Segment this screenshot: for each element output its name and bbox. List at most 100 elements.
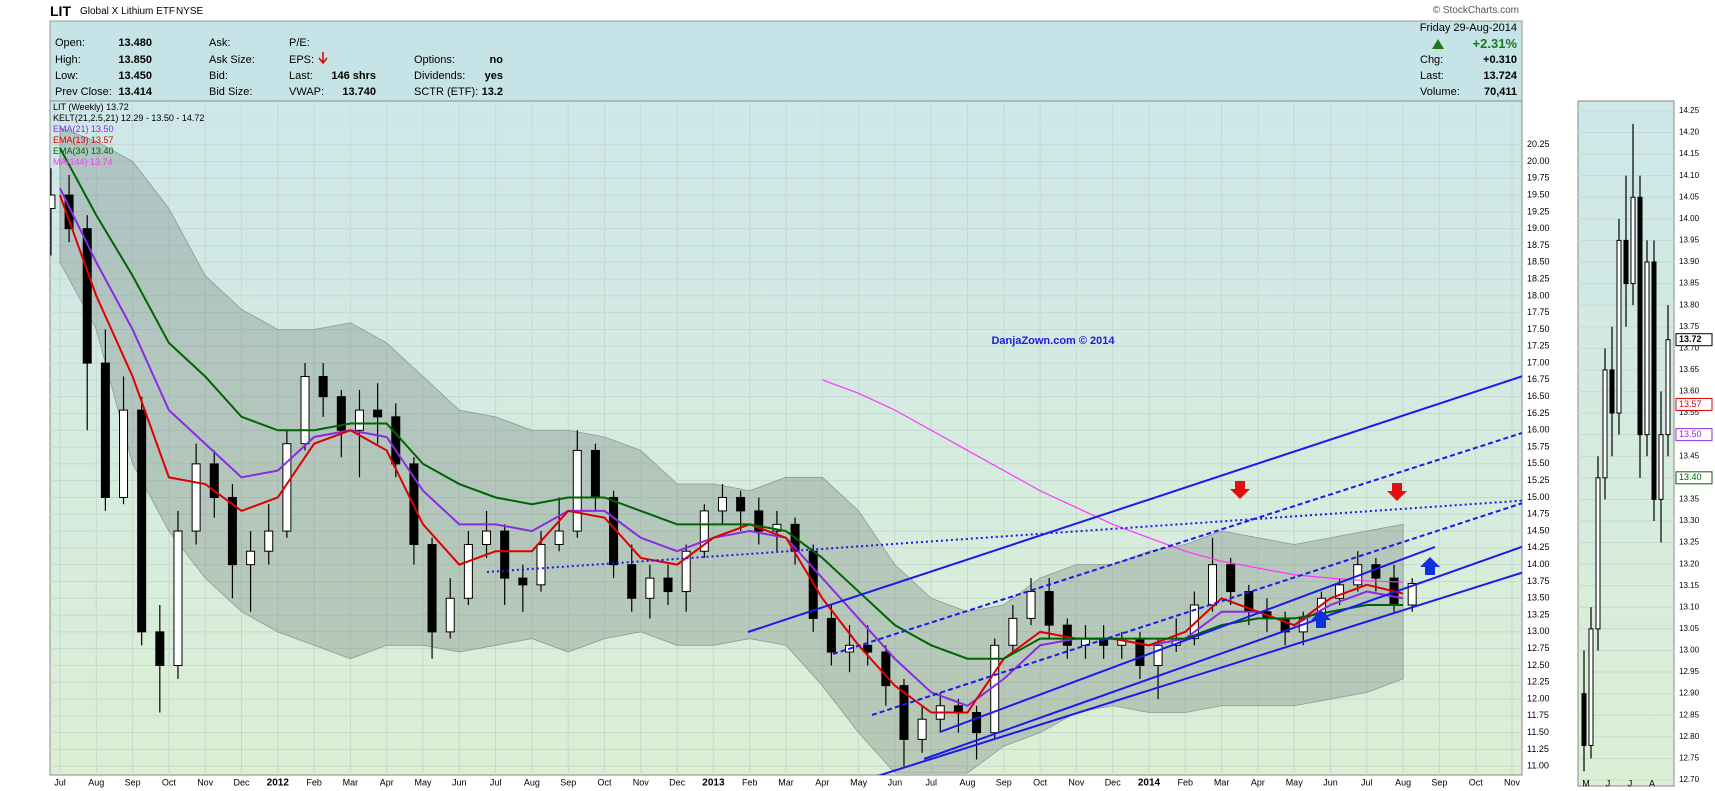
candle-body	[463, 544, 473, 599]
field-label: Bid:	[209, 70, 228, 82]
quote-date: Friday 29-Aug-2014	[1419, 22, 1517, 34]
candle-body	[227, 496, 237, 566]
y-tick-label: 13.70	[1679, 343, 1700, 352]
y-tick-label: 11.25	[1527, 744, 1549, 754]
x-tick-label: Jun	[1323, 777, 1338, 787]
field-value: 146 shrs	[331, 70, 376, 82]
trend-line	[939, 546, 1436, 733]
price-tag	[1675, 428, 1713, 442]
fund-name: Global X Lithium ETF	[80, 6, 176, 17]
y-tick-label: 15.25	[1527, 475, 1550, 485]
field-value: 70,411	[1483, 86, 1517, 98]
field-label: SCTR (ETF):	[414, 86, 479, 98]
y-tick-label: 13.80	[1679, 300, 1700, 309]
candle-body	[572, 449, 582, 532]
field-value: yes	[484, 70, 503, 82]
y-tick-label: 14.00	[1527, 559, 1550, 569]
y-tick-label: 19.75	[1527, 173, 1550, 183]
x-tick-label: Jun	[452, 777, 467, 787]
candle-body	[391, 416, 401, 465]
field-label: Bid Size:	[209, 86, 253, 98]
candle-body	[119, 409, 129, 498]
x-tick-label: Apr	[1251, 777, 1265, 787]
field-label: Prev Close:	[55, 86, 112, 98]
y-tick-label: 15.00	[1527, 492, 1550, 502]
candle-body	[1616, 239, 1622, 414]
candle-body	[1407, 582, 1417, 606]
y-tick-label: 17.25	[1527, 341, 1550, 351]
x-tick-label: Mar	[343, 777, 359, 787]
candle-body	[1189, 604, 1199, 640]
x-tick-label: Nov	[633, 777, 650, 787]
y-tick-label: 13.85	[1679, 279, 1700, 288]
source: © StockCharts.com	[1432, 5, 1519, 16]
field-value: 13.450	[118, 70, 152, 82]
price-tag	[1675, 397, 1713, 411]
field-label: Dividends:	[414, 70, 466, 82]
x-tick-label: 2014	[1138, 778, 1161, 789]
field-label: High:	[55, 54, 81, 66]
candle-body	[754, 510, 764, 532]
y-tick-label: 12.95	[1679, 667, 1700, 676]
y-tick-label: 14.05	[1679, 192, 1700, 201]
y-tick-label: 14.75	[1527, 509, 1550, 519]
candle-body	[972, 712, 982, 734]
y-tick-label: 19.50	[1527, 189, 1550, 199]
price-tag	[1675, 471, 1713, 485]
legend-item: EMA(21) 13.50	[53, 124, 114, 134]
change-pct: +2.31%	[1472, 36, 1517, 51]
x-tick-label: Oct	[1033, 777, 1048, 787]
candle-body	[736, 496, 746, 512]
candle-body	[1026, 591, 1036, 619]
candle-body	[82, 228, 92, 364]
y-tick-label: 11.75	[1527, 710, 1549, 720]
y-tick-label: 12.70	[1679, 775, 1700, 784]
price-tag-label: 13.40	[1679, 472, 1702, 482]
y-tick-label: 15.75	[1527, 441, 1550, 451]
candle-body	[554, 530, 564, 546]
price-tag-label: 13.72	[1679, 334, 1702, 344]
x-tick-label: Aug	[88, 777, 104, 787]
candle-body	[191, 463, 201, 532]
y-tick-label: 13.00	[1527, 626, 1550, 636]
y-tick-label: 13.50	[1527, 593, 1550, 603]
y-tick-label: 12.90	[1679, 689, 1700, 698]
field-label: Ask Size:	[209, 54, 255, 66]
x-tick-label: 2013	[702, 778, 725, 789]
y-tick-label: 13.25	[1679, 538, 1700, 547]
y-tick-label: 13.25	[1527, 609, 1550, 619]
y-tick-label: 15.50	[1527, 458, 1550, 468]
candle-body	[50, 194, 56, 210]
price-tag	[1675, 333, 1713, 347]
candle-body	[373, 409, 383, 418]
y-tick-label: 16.00	[1527, 425, 1550, 435]
candle-body	[1008, 617, 1018, 646]
trend-line	[871, 502, 1522, 716]
main-plot	[50, 101, 1522, 775]
field-label: Ask:	[209, 37, 231, 49]
y-tick-label: 17.50	[1527, 324, 1550, 334]
y-tick-label: 13.90	[1679, 257, 1700, 266]
y-tick-label: 12.80	[1679, 732, 1700, 741]
y-tick-label: 18.75	[1527, 240, 1550, 250]
candle-body	[173, 530, 183, 666]
y-tick-label: 11.50	[1527, 727, 1549, 737]
candle-body	[1044, 591, 1054, 626]
arrows	[1230, 481, 1440, 628]
y-tick-label: 13.05	[1679, 624, 1700, 633]
x-tick-label: 2012	[267, 778, 290, 789]
keltner-band	[59, 127, 1404, 774]
x-tick-label: Sep	[1431, 777, 1447, 787]
indicator-line	[822, 379, 1404, 583]
candle-body	[209, 463, 219, 498]
x-tick-label: Nov	[1068, 777, 1085, 787]
candle-body	[536, 544, 546, 586]
field-label: VWAP:	[289, 86, 325, 98]
y-tick-label: 19.00	[1527, 223, 1550, 233]
y-tick-label: 13.30	[1679, 516, 1700, 525]
candle-body	[427, 544, 437, 633]
sell-arrow	[1230, 481, 1250, 499]
y-tick-label: 13.60	[1679, 387, 1700, 396]
x-tick-label: Jul	[1361, 777, 1373, 787]
